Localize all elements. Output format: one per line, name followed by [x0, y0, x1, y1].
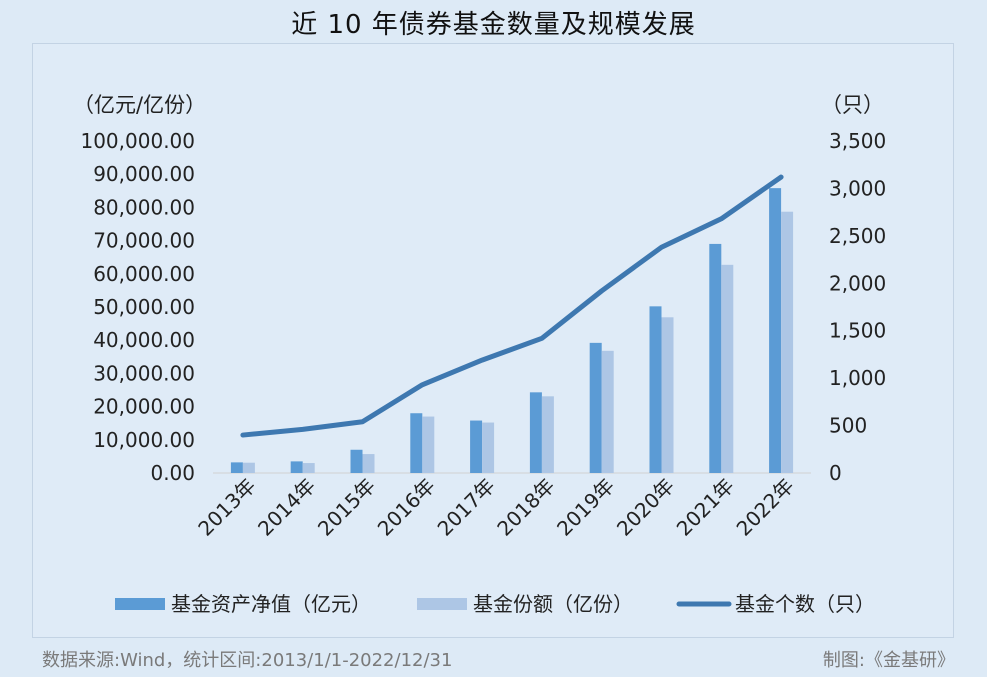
- x-axis-tick-label: 2016年: [373, 474, 440, 541]
- x-axis-tick-label: 2022年: [732, 474, 799, 541]
- bar-nav: [589, 342, 602, 473]
- x-axis-tick-label: 2021年: [672, 474, 739, 541]
- bar-shares: [781, 211, 794, 473]
- x-axis-tick-label: 2018年: [492, 474, 559, 541]
- legend-label-nav: 基金资产净值（亿元）: [171, 592, 371, 616]
- legend-label-count: 基金个数（只）: [735, 592, 875, 616]
- right-axis-tick-label: 3,000: [829, 176, 886, 200]
- x-axis-tick-label: 2017年: [433, 474, 500, 541]
- data-source-note: 数据来源:Wind，统计区间:2013/1/1-2022/12/31: [42, 650, 453, 671]
- line-fund-count: [240, 174, 784, 438]
- x-axis-tick-label: 2020年: [612, 474, 679, 541]
- bar-shares: [721, 264, 734, 473]
- bar-nav: [769, 188, 782, 474]
- bar-nav: [649, 306, 662, 473]
- chart-svg: （亿元/亿份） （只） 0.00 10,000.00 20,000.00 30,000.0…: [73, 93, 886, 616]
- right-axis-tick-label: 1,500: [829, 319, 886, 343]
- x-axis-tick-label: 2013年: [193, 474, 260, 541]
- x-axis-tick-label: 2019年: [552, 474, 619, 541]
- left-axis-tick-label: 60,000.00: [93, 262, 195, 286]
- left-axis-tick-label: 100,000.00: [80, 129, 195, 153]
- left-axis-tick-label: 20,000.00: [93, 395, 195, 419]
- left-axis-unit-label: （亿元/亿份）: [73, 93, 206, 117]
- left-axis-tick-label: 0.00: [150, 461, 195, 485]
- left-axis-tick-label: 30,000.00: [93, 361, 195, 385]
- bar-shares: [302, 463, 315, 473]
- legend-swatch-nav: [115, 598, 165, 610]
- right-axis-tick-label: 0: [829, 461, 842, 485]
- left-axis-tick-label: 10,000.00: [93, 428, 195, 452]
- left-axis-tick-label: 80,000.00: [93, 195, 195, 219]
- legend-label-shares: 基金份额（亿份）: [473, 592, 633, 616]
- right-axis-unit-label: （只）: [821, 93, 884, 117]
- bar-nav: [410, 413, 423, 473]
- right-axis-tick-label: 500: [829, 414, 867, 438]
- bar-nav: [290, 461, 303, 473]
- bar-nav: [230, 462, 243, 473]
- left-axis-tick-label: 40,000.00: [93, 328, 195, 352]
- bar-shares: [541, 396, 554, 473]
- bar-nav: [709, 243, 722, 473]
- chart-credit: 制图:《金基研》: [822, 650, 955, 671]
- bar-shares: [601, 350, 614, 473]
- bar-shares: [482, 422, 495, 473]
- legend-swatch-shares: [417, 598, 467, 610]
- bar-shares: [661, 317, 674, 473]
- right-axis-tick-label: 1,000: [829, 366, 886, 390]
- x-axis-tick-label: 2015年: [313, 474, 380, 541]
- bar-nav: [470, 420, 483, 473]
- chart-panel: （亿元/亿份） （只） 0.00 10,000.00 20,000.00 30,000.0…: [32, 43, 954, 638]
- bar-nav: [350, 449, 363, 473]
- bar-shares: [422, 416, 435, 473]
- right-axis-tick-label: 2,500: [829, 224, 886, 248]
- bar-shares: [242, 462, 255, 473]
- left-axis-tick-label: 90,000.00: [93, 162, 195, 186]
- right-axis-tick-label: 2,000: [829, 271, 886, 295]
- bar-nav: [529, 392, 542, 473]
- chart-title: 近 10 年债券基金数量及规模发展: [291, 10, 696, 40]
- right-axis-tick-label: 3,500: [829, 129, 886, 153]
- left-axis-tick-label: 70,000.00: [93, 229, 195, 253]
- bar-shares: [362, 454, 375, 473]
- x-axis-tick-label: 2014年: [253, 474, 320, 541]
- left-axis-tick-label: 50,000.00: [93, 295, 195, 319]
